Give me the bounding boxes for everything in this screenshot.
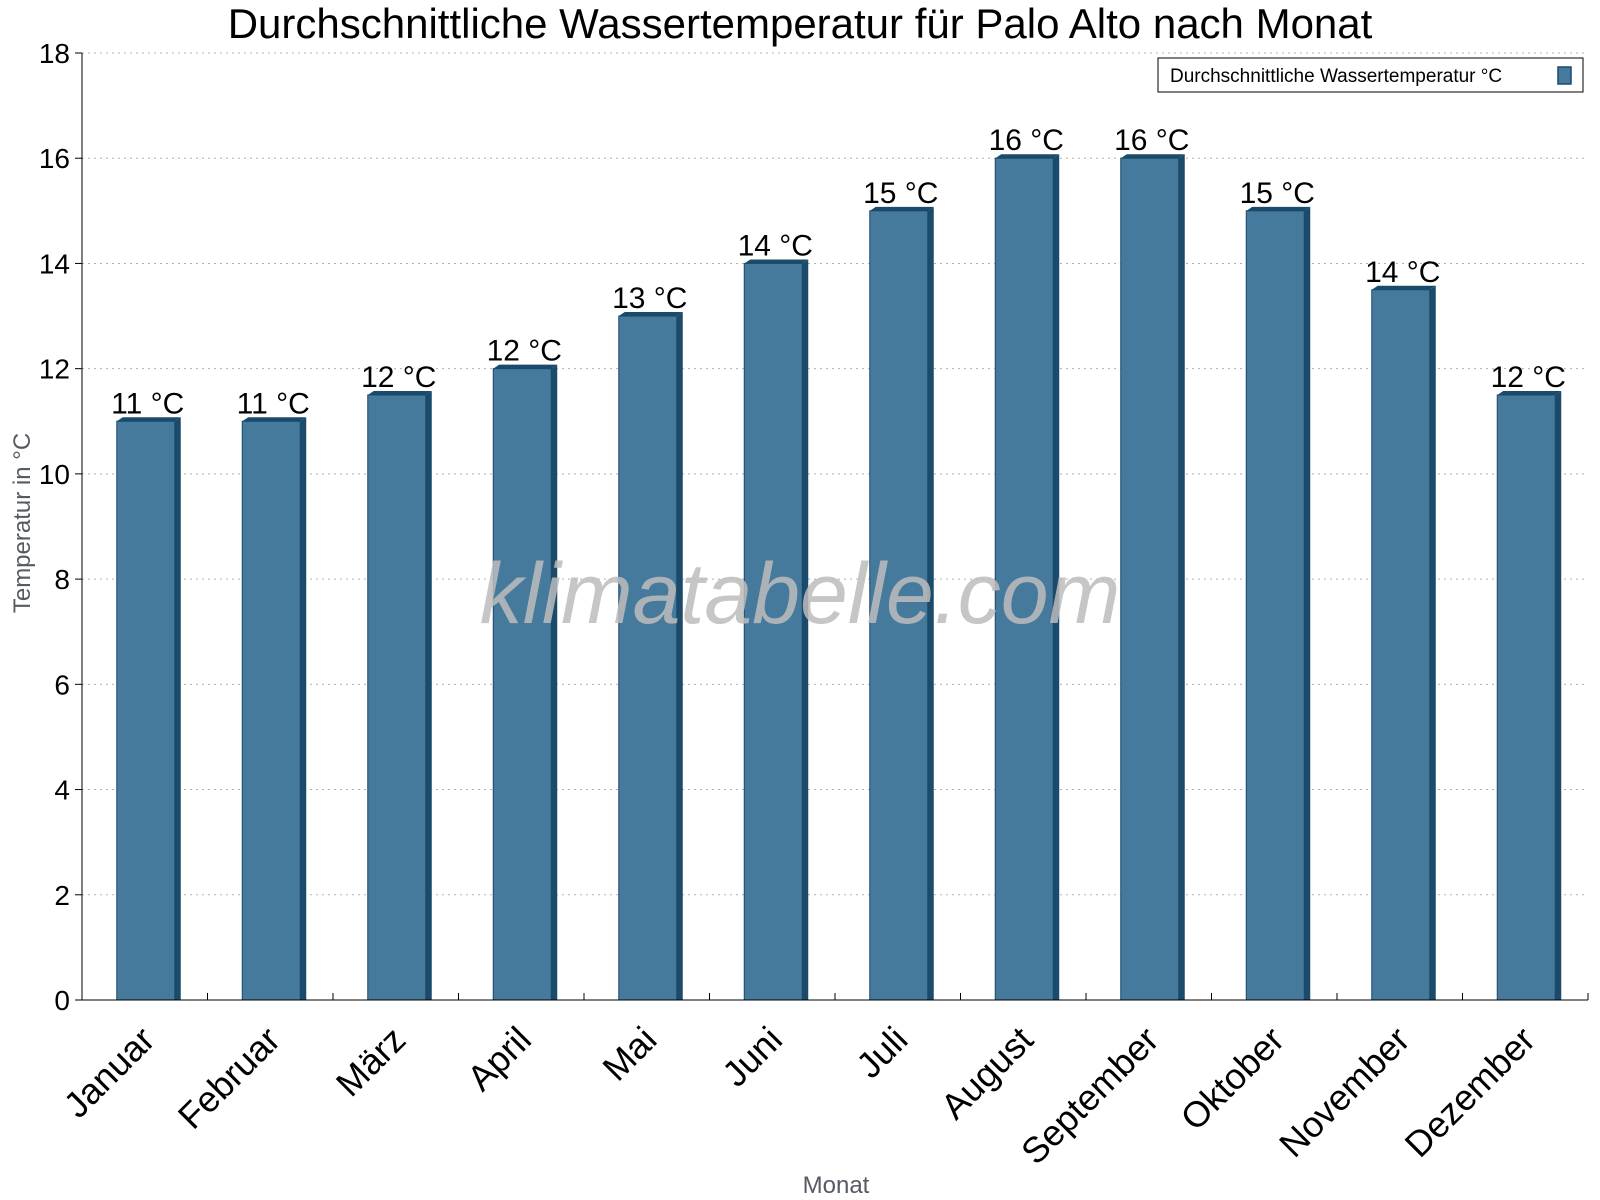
bar-top [1120, 154, 1185, 159]
bar-value-label: 15 °C [1240, 177, 1315, 210]
x-tick-label: November [1271, 1019, 1417, 1165]
bar-front [869, 210, 929, 1001]
bar-top [242, 417, 307, 422]
bar [367, 390, 432, 1001]
bar-front [1120, 157, 1180, 1001]
y-tick-label: 4 [54, 775, 70, 806]
bar-value-label: 12 °C [361, 361, 436, 394]
bar [492, 364, 558, 1001]
bar [1371, 285, 1436, 1001]
bar-top [367, 390, 432, 395]
watermark: klimatabelle.com [480, 546, 1120, 642]
bar-top [1371, 285, 1436, 290]
grid-lines [82, 52, 1588, 896]
bar-side [174, 417, 181, 1000]
bar [618, 312, 683, 1001]
bar-front [994, 157, 1054, 1001]
bar [1245, 206, 1311, 1001]
bar-top [869, 206, 934, 211]
bar-front [367, 394, 427, 1001]
bar-side [1178, 154, 1185, 1000]
bar-top [618, 312, 683, 317]
bar-side [300, 417, 307, 1000]
legend-box [1157, 57, 1584, 93]
bar-front [1371, 289, 1431, 1001]
bar-top [995, 154, 1060, 159]
x-tick-label: Mai [594, 1019, 664, 1089]
bar-side [551, 364, 558, 1001]
x-tick-label: Januar [56, 1019, 163, 1126]
bar [116, 417, 181, 1001]
y-tick-label: 10 [39, 459, 70, 490]
bar-front [1496, 394, 1556, 1001]
bar-value-label: 11 °C [237, 387, 310, 420]
bar-value-label: 12 °C [1491, 361, 1566, 394]
y-tick-label: 2 [54, 880, 70, 911]
y-axis-title: Temperatur in °C [9, 433, 36, 613]
legend: Durchschnittliche Wassertemperatur °C [1157, 57, 1584, 93]
bar-value-label: 13 °C [612, 282, 687, 315]
bar [1120, 154, 1185, 1001]
bar [743, 259, 809, 1001]
bar [994, 154, 1060, 1001]
bar-side [676, 312, 683, 1000]
x-tick-label: Juli [848, 1019, 915, 1086]
y-tick-label: 16 [39, 143, 70, 174]
bar-front [241, 420, 301, 1001]
bar-value-label: 11 °C [111, 387, 184, 420]
x-tick-label: Dezember [1396, 1019, 1542, 1165]
y-tick-label: 6 [54, 669, 70, 700]
bar-side [425, 390, 432, 1000]
bar-value-label: 16 °C [989, 124, 1064, 157]
bar-side [1555, 390, 1562, 1000]
y-tick-label: 18 [39, 38, 70, 69]
y-axis-ticks: 0 2 4 6 8 10 12 14 16 18 [39, 38, 82, 1016]
x-tick-label: Juni [714, 1019, 790, 1095]
bar-side [802, 259, 809, 1000]
bar-front [1245, 210, 1305, 1001]
bars-group [116, 154, 1562, 1001]
bar-top [116, 417, 181, 422]
bar-front [116, 420, 176, 1001]
x-tick-label: Oktober [1172, 1019, 1292, 1139]
bar [1496, 390, 1562, 1001]
x-tick-label: August [933, 1019, 1041, 1127]
y-tick-label: 14 [39, 248, 70, 279]
bar-value-label: 16 °C [1114, 124, 1189, 157]
legend-label: Durchschnittliche Wassertemperatur °C [1170, 66, 1502, 87]
x-tick-label: Februar [170, 1019, 288, 1137]
x-axis-ticks: Januar Februar März April Mai Juni Juli AugustS… [56, 993, 1543, 1172]
bar-top [744, 259, 809, 264]
x-tick-label: September [1013, 1019, 1167, 1173]
x-tick-label: April [459, 1019, 539, 1099]
bar-side [1429, 285, 1436, 1000]
y-tick-label: 12 [39, 354, 70, 385]
bar-top [1497, 390, 1562, 395]
bar-side [1053, 154, 1060, 1000]
legend-swatch [1557, 66, 1572, 85]
bar-value-label: 12 °C [487, 335, 562, 368]
y-tick-label: 8 [54, 564, 70, 595]
x-axis-title: Monat [803, 1172, 870, 1199]
y-tick-label: 0 [54, 985, 70, 1016]
axes [81, 53, 1589, 1001]
chart-title: Durchschnittliche Wassertemperatur für P… [228, 0, 1373, 47]
bar-front [618, 315, 678, 1001]
bar-side [927, 206, 934, 1001]
bar-top [493, 364, 558, 369]
bar-value-label: 14 °C [1365, 256, 1440, 289]
bar-labels-group: 11 °C 11 °C 12 °C 12 °C 13 °C 14 °C 15 °C 16 °C… [111, 124, 1566, 420]
bar-value-label: 14 °C [738, 229, 813, 262]
bar-value-label: 15 °C [863, 177, 938, 210]
bar [869, 206, 934, 1001]
bar [241, 417, 307, 1001]
bar-front [743, 262, 803, 1001]
bar-side [1304, 206, 1311, 1001]
bar-front [492, 368, 552, 1001]
x-tick-label: März [328, 1019, 414, 1105]
bar-top [1246, 206, 1311, 211]
